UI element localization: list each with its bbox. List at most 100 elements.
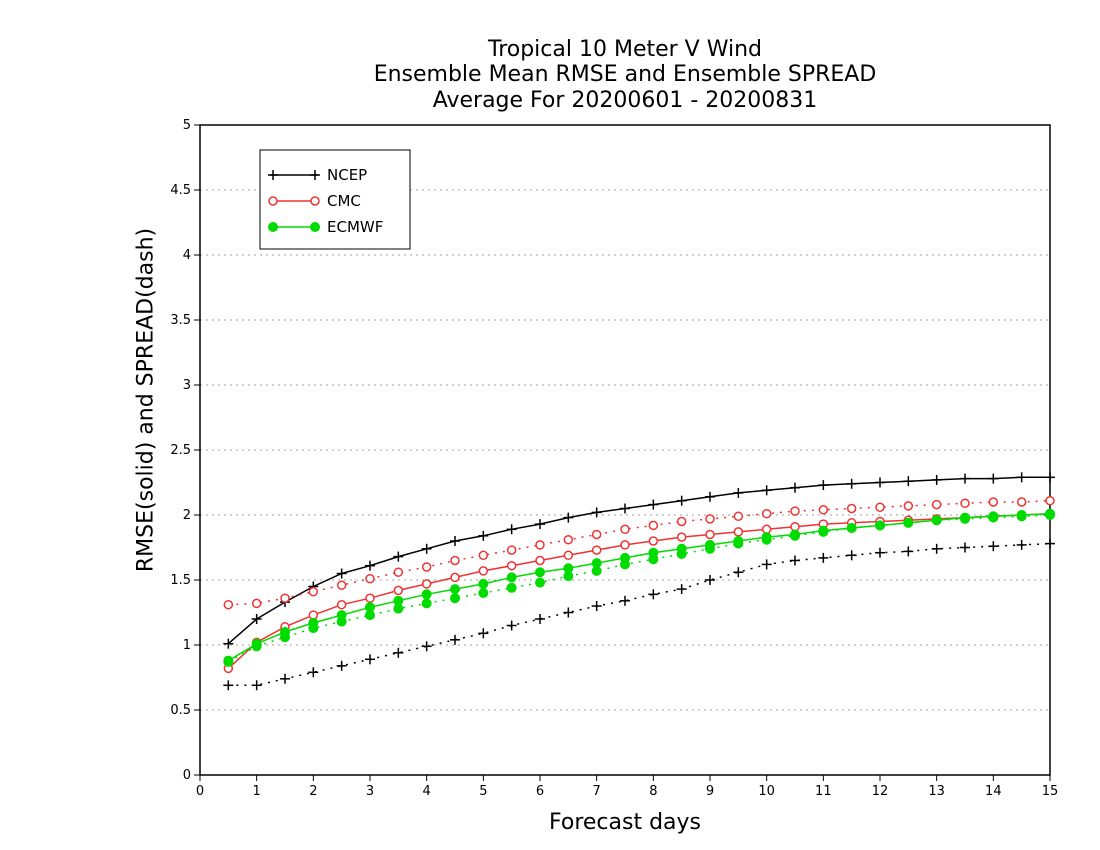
ncep-spread-point [365,654,375,665]
ecmwf-rmse-point [280,627,290,637]
ncep-spread-point [535,614,545,624]
cmc-rmse-point [648,536,659,546]
cmc-spread-point [563,534,574,545]
y-tick-label: 4.5 [170,183,191,198]
cmc-rmse-point [620,540,630,550]
x-tick-label: 2 [309,784,317,799]
x-tick-label: 3 [366,784,374,799]
legend-marker-ncep [310,170,320,180]
ncep-rmse-point [960,473,970,484]
ncep-spread-point [733,567,744,578]
ncep-spread-point [705,575,715,585]
ncep-spread-point [251,680,262,691]
ecmwf-rmse-point [676,543,687,554]
y-tick-label: 0 [183,768,191,783]
x-tick-label: 15 [1042,784,1059,799]
ecmwf-spread-point [506,582,517,593]
ncep-spread-point [336,660,347,671]
cmc-rmse-point [365,593,375,603]
ecmwf-rmse-point [535,567,545,578]
cmc-rmse-point [535,555,545,566]
ncep-spread-point [761,559,772,570]
ncep-spread-point [506,620,517,631]
ncep-spread-point [223,680,234,691]
ecmwf-rmse-point [393,595,404,606]
ecmwf-rmse-point [365,602,375,613]
ncep-rmse-point [535,519,545,530]
ncep-spread-point [931,543,942,554]
ecmwf-spread-point [450,593,460,604]
ecmwf-rmse-point [1045,508,1055,519]
ecmwf-rmse-point [960,512,970,523]
x-tick-label: 9 [706,784,714,799]
y-tick-label: 2 [183,508,191,523]
ncep-rmse-point [478,530,489,541]
cmc-spread-point [733,511,744,522]
ncep-rmse-point [1045,472,1055,483]
x-tick-label: 1 [253,784,261,799]
ncep-spread-point [648,589,659,600]
cmc-spread-point [308,586,319,597]
ecmwf-rmse-point [790,529,800,540]
cmc-spread-point [676,516,687,527]
cmc-spread-point [1045,495,1055,506]
ncep-spread-point [1016,539,1027,550]
x-tick-label: 13 [928,784,945,799]
cmc-rmse-point [591,545,602,555]
legend: NCEP CMC ECMWF [259,149,411,250]
ncep-rmse-point [676,495,687,506]
ncep-rmse-point [393,551,404,562]
ncep-spread-point [903,546,914,557]
y-tick-label: 0.5 [170,703,191,718]
ecmwf-rmse-point [761,532,772,543]
x-tick-label: 10 [758,784,775,799]
ncep-rmse-point [506,524,517,535]
ncep-spread-point [676,584,687,595]
ncep-spread-point [393,647,404,658]
cmc-spread-point [790,506,800,516]
cmc-spread-point [478,550,489,561]
ncep-spread-point [280,673,290,684]
cmc-spread-point [818,505,829,515]
ncep-rmse-point [846,478,857,489]
cmc-spread-point [846,503,857,514]
ncep-rmse-point [251,614,262,624]
ncep-spread-point [478,628,489,639]
cmc-spread-point [960,498,970,509]
ecmwf-rmse-point [733,536,744,546]
ecmwf-rmse-point [1016,510,1027,520]
x-tick-label: 5 [479,784,487,799]
x-tick-label: 8 [649,784,657,799]
y-tick-label: 3.5 [170,313,191,328]
cmc-rmse-point [336,599,347,610]
y-tick-label: 2.5 [170,443,191,458]
ecmwf-rmse-point [648,547,659,558]
cmc-spread-point [903,501,914,511]
legend-marker-cmc [268,196,278,206]
ncep-spread-point [421,641,432,652]
cmc-rmse-point [478,566,489,576]
x-tick-label: 0 [196,784,204,799]
ecmwf-rmse-point [506,572,517,583]
ncep-rmse-point [365,560,375,571]
ecmwf-rmse-point [875,520,885,531]
cmc-rmse-point [563,550,574,561]
ncep-spread-point [790,555,800,566]
legend-marker-ncep [268,170,278,180]
ncep-spread-point [450,634,460,645]
x-axis-label: Forecast days [548,810,701,835]
cmc-spread-point [591,529,602,540]
legend-label-cmc: CMC [327,192,361,210]
cmc-spread-point [988,497,999,507]
legend-label-ecmwf: ECMWF [327,218,383,236]
ncep-rmse-point [648,499,659,510]
ncep-spread-point [818,552,829,563]
ecmwf-spread-point [535,577,545,588]
chart-title-line-1: Tropical 10 Meter V Wind [487,37,763,62]
legend-marker-cmc [310,196,320,206]
ecmwf-rmse-point [336,610,347,621]
ncep-rmse-point [1016,472,1027,483]
cmc-spread-point [223,599,234,610]
x-tick-label: 14 [985,784,1002,799]
y-tick-label: 4 [183,248,191,263]
